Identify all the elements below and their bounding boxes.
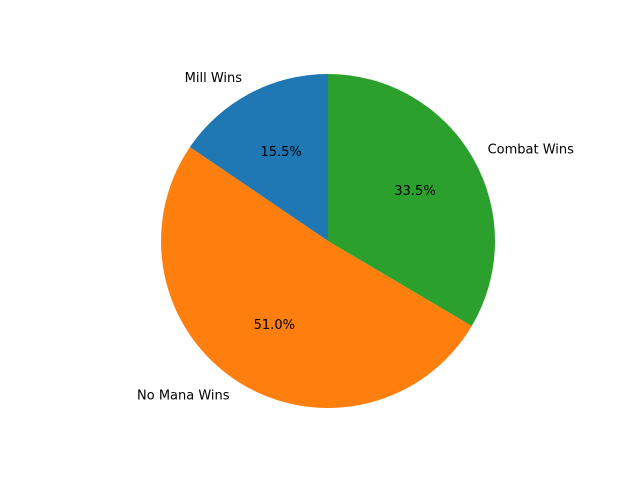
pie-slice-mill-wins xyxy=(189,74,328,241)
slice-label-no-mana-wins: No Mana Wins xyxy=(137,389,230,404)
slice-percent-combat-wins: 33.5% xyxy=(394,184,435,199)
slice-label-mill-wins: Mill Wins xyxy=(185,71,243,86)
slice-percent-mill-wins: 15.5% xyxy=(260,145,301,160)
pie-slices xyxy=(161,74,496,408)
pie-slice-no-mana-wins xyxy=(161,147,472,408)
pie-slice-combat-wins xyxy=(328,74,496,327)
slice-percent-no-mana-wins: 51.0% xyxy=(254,318,295,333)
pie-labels: Mill Wins 15.5% No Mana Wins 51.0% Combat Wi… xyxy=(137,71,574,403)
slice-label-combat-wins: Combat Wins xyxy=(488,142,575,157)
